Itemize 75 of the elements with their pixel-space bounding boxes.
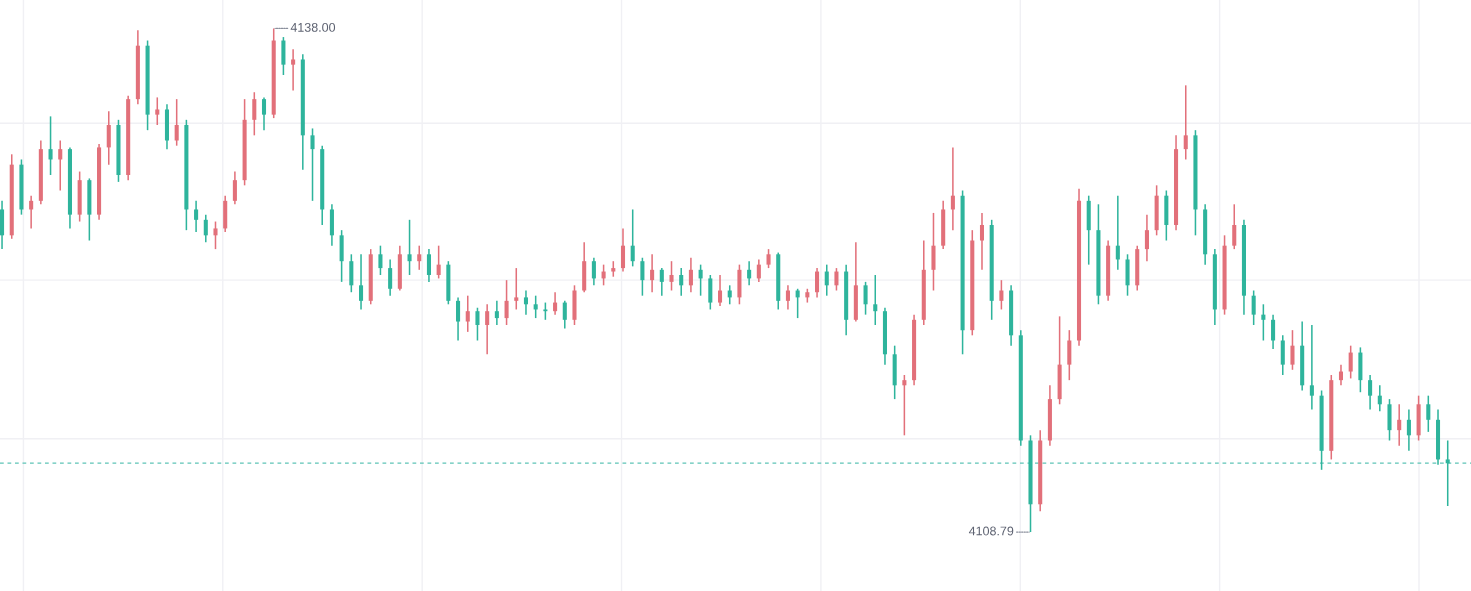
candlestick bbox=[194, 200, 199, 233]
candlestick bbox=[999, 279, 1004, 311]
candlestick bbox=[815, 267, 820, 299]
candlestick bbox=[1445, 439, 1450, 507]
candlestick bbox=[261, 96, 267, 131]
candlestick bbox=[1183, 84, 1188, 161]
candlestick bbox=[252, 91, 257, 137]
candlestick bbox=[873, 274, 878, 326]
candlestick bbox=[640, 256, 645, 297]
candlestick bbox=[1338, 363, 1344, 387]
candlestick bbox=[106, 110, 111, 166]
candlestick bbox=[659, 267, 664, 297]
candlestick bbox=[650, 253, 655, 293]
candlestick bbox=[475, 306, 480, 342]
candlestick bbox=[824, 263, 829, 297]
candlestick bbox=[174, 98, 179, 147]
candlestick bbox=[756, 258, 761, 283]
candlestick bbox=[494, 300, 499, 326]
candlestick bbox=[426, 248, 431, 283]
candlestick bbox=[698, 263, 703, 297]
candlestick bbox=[155, 96, 160, 126]
candlestick bbox=[1115, 194, 1120, 271]
candlestick bbox=[417, 244, 422, 271]
candlestick bbox=[523, 289, 529, 316]
candlestick bbox=[504, 279, 509, 326]
candlestick bbox=[669, 260, 674, 292]
candlestick bbox=[1309, 324, 1314, 411]
candlestick bbox=[1368, 374, 1373, 411]
candlestick bbox=[717, 274, 723, 307]
candlestick bbox=[630, 208, 635, 268]
candlestick bbox=[950, 146, 955, 231]
candlestick bbox=[1290, 329, 1295, 371]
candlestick bbox=[1261, 303, 1266, 342]
candlestick bbox=[1406, 408, 1411, 452]
candlestick bbox=[407, 219, 412, 276]
candlestick bbox=[485, 303, 490, 356]
candlestick bbox=[533, 294, 538, 319]
candlestick bbox=[747, 260, 752, 287]
candlestick bbox=[979, 212, 985, 271]
candlestick bbox=[388, 258, 393, 297]
candlestick bbox=[863, 281, 868, 316]
candlestick bbox=[514, 267, 519, 311]
candlestick bbox=[1426, 394, 1431, 433]
candlestick bbox=[232, 170, 237, 206]
candlestick bbox=[1348, 344, 1353, 380]
candlestick bbox=[310, 127, 315, 202]
candlestick bbox=[1144, 213, 1149, 262]
candlestick bbox=[291, 48, 296, 92]
candlestick bbox=[591, 256, 596, 287]
candlestick bbox=[834, 267, 839, 292]
candlestick bbox=[620, 227, 626, 273]
candlestick bbox=[358, 253, 364, 311]
candlestick bbox=[1397, 403, 1402, 447]
candlestick bbox=[766, 248, 771, 269]
annotation: 4108.79 bbox=[968, 526, 1014, 536]
candlestick bbox=[378, 244, 383, 276]
candlestick bbox=[203, 213, 208, 243]
candlestick bbox=[1232, 203, 1237, 250]
candlestick bbox=[29, 194, 34, 230]
candlestick bbox=[436, 244, 441, 280]
candlestick bbox=[553, 291, 558, 316]
candlestick bbox=[562, 300, 567, 330]
annotation: 4138.00 bbox=[290, 22, 336, 32]
candlestick bbox=[1271, 313, 1276, 350]
candlestick bbox=[58, 139, 63, 192]
candlestick bbox=[679, 267, 684, 297]
candlestick bbox=[902, 374, 907, 437]
candlestick bbox=[1251, 289, 1256, 326]
candlestick bbox=[213, 220, 218, 250]
candlestick bbox=[48, 115, 53, 176]
candlestick bbox=[785, 284, 790, 311]
candlestick bbox=[688, 256, 693, 293]
candlestick bbox=[465, 294, 470, 333]
candlestick bbox=[1377, 384, 1382, 412]
candlestick bbox=[456, 296, 461, 342]
